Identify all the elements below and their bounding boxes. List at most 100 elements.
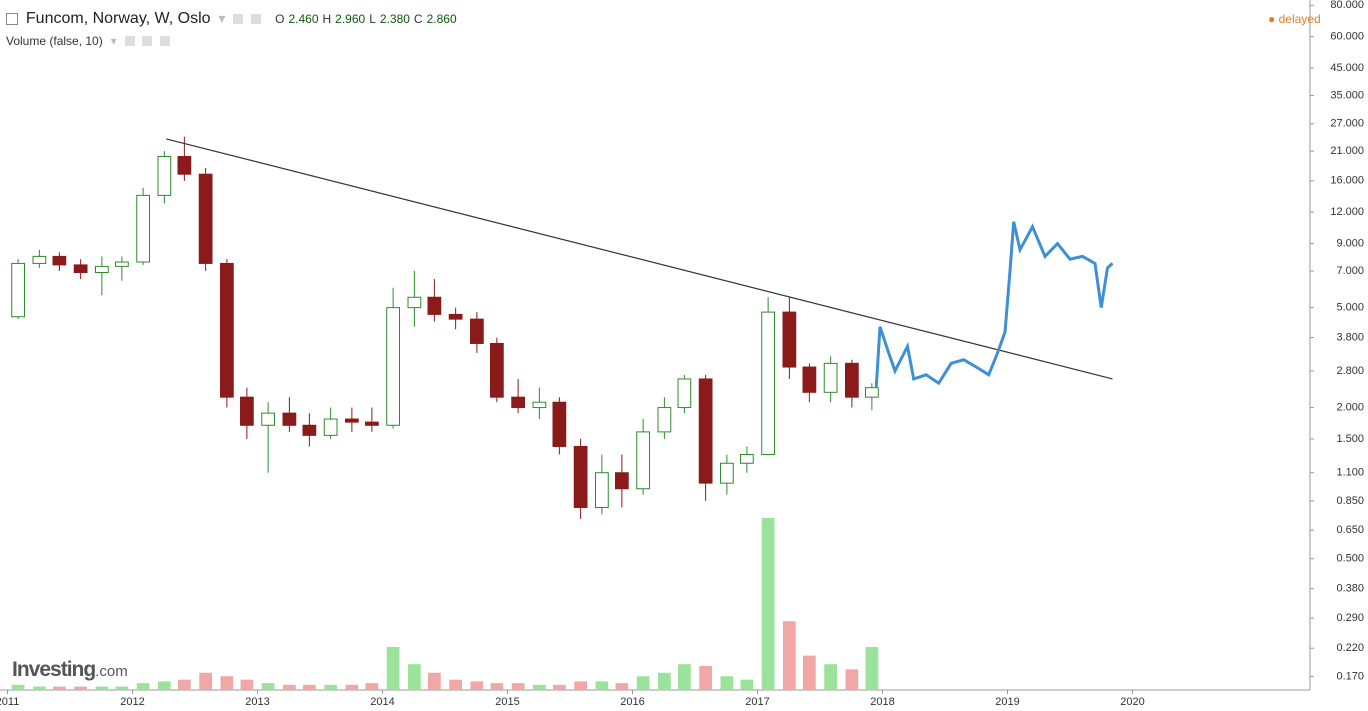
settings-icon[interactable]	[142, 36, 153, 47]
volume-bar	[95, 686, 109, 690]
volume-bar	[303, 684, 316, 690]
volume-bar	[115, 686, 129, 690]
volume-bar	[261, 683, 275, 690]
y-tick-label: 0.500	[1336, 553, 1364, 565]
volume-bar	[720, 676, 734, 690]
logo: Investing.com	[12, 658, 128, 682]
y-tick-label: 5.000	[1336, 302, 1364, 314]
candle-body	[511, 396, 525, 409]
candle-body	[302, 424, 317, 436]
y-tick-label: 45.000	[1330, 62, 1364, 74]
close-icon[interactable]	[160, 36, 171, 47]
candle-body	[823, 362, 838, 393]
settings-icon[interactable]	[233, 14, 244, 25]
y-tick-label: 2.800	[1336, 365, 1364, 377]
candle-body	[761, 311, 775, 456]
volume-bar	[33, 686, 46, 690]
volume-bar	[783, 621, 796, 690]
volume-bar	[761, 518, 775, 690]
y-tick-label: 80.000	[1330, 0, 1364, 11]
volume-bar	[136, 683, 150, 690]
volume-bar	[511, 683, 525, 690]
y-tick-label: 2.000	[1336, 401, 1364, 413]
volume-bar	[574, 681, 587, 690]
x-tick-label: 2017	[745, 696, 769, 708]
volume-bar	[636, 676, 650, 690]
header-row: Funcom, Norway, W, Oslo ▾ O 2.460 H 2.960 L 2…	[6, 10, 465, 28]
volume-bar	[324, 684, 337, 690]
y-tick-label: 1.500	[1336, 433, 1364, 445]
volume-bar	[658, 672, 671, 690]
volume-bar	[178, 679, 191, 690]
candle-body	[323, 418, 338, 436]
candle-body	[470, 318, 484, 344]
y-tick-label: 16.000	[1330, 175, 1364, 187]
y-tick-label: 0.290	[1336, 612, 1364, 624]
dropdown-icon[interactable]: ▾	[218, 10, 226, 26]
volume-bar	[240, 679, 254, 690]
candle-body	[595, 472, 609, 508]
y-tick-label: 0.220	[1336, 642, 1364, 654]
settings-icon[interactable]	[251, 14, 262, 25]
settings-icon[interactable]	[124, 36, 135, 47]
volume-bar	[365, 683, 379, 690]
candle-body	[427, 296, 442, 315]
projection-line	[874, 221, 1114, 388]
volume-bar	[283, 684, 296, 690]
y-tick-label: 35.000	[1330, 89, 1364, 101]
y-tick-label: 9.000	[1336, 237, 1364, 249]
volume-bar	[824, 664, 837, 690]
y-tick-label: 7.000	[1336, 265, 1364, 277]
candle-body	[115, 261, 129, 267]
x-tick-label: 2015	[495, 696, 519, 708]
candle-body	[740, 454, 754, 464]
ohlc-value: 2.380	[379, 12, 410, 26]
x-tick-label: 2018	[870, 696, 894, 708]
candle-body	[345, 418, 359, 423]
x-tick-label: 2019	[995, 696, 1019, 708]
y-tick-label: 60.000	[1330, 31, 1364, 43]
x-tick-label: 2012	[120, 696, 144, 708]
candle-body	[240, 396, 254, 426]
x-tick-label: 2011	[0, 696, 19, 708]
volume-bar	[428, 672, 441, 690]
candle-body	[11, 262, 25, 318]
volume-bar	[553, 684, 566, 690]
candle-body	[157, 155, 172, 196]
volume-bar	[158, 681, 171, 690]
volume-bar	[449, 679, 462, 690]
volume-bar	[699, 665, 712, 690]
ohlc-value: 2.460	[288, 12, 319, 26]
candle-body	[365, 421, 379, 426]
candle-body	[657, 407, 672, 433]
candle-body	[448, 313, 463, 320]
logo-text: Investing	[12, 658, 96, 681]
ohlc-key: L	[369, 12, 376, 26]
collapse-icon[interactable]	[6, 13, 18, 26]
status-text: delayed	[1278, 12, 1321, 26]
candle-body	[73, 264, 88, 274]
ohlc-value: 2.960	[335, 12, 366, 26]
volume-bar	[408, 664, 421, 690]
candle-body	[865, 387, 879, 398]
volume-bar	[74, 686, 87, 690]
y-tick-label: 0.380	[1336, 583, 1364, 595]
volume-bar	[490, 683, 504, 690]
status: ● delayed	[1268, 12, 1321, 26]
candle-body	[198, 173, 213, 264]
candle-body	[782, 311, 797, 368]
dropdown-icon[interactable]: ▾	[110, 34, 117, 48]
volume-bar	[220, 676, 234, 690]
candle-body	[677, 378, 692, 409]
y-tick-label: 27.000	[1330, 118, 1364, 130]
y-tick-label: 0.650	[1336, 524, 1364, 536]
candle-body	[407, 296, 422, 309]
y-tick-label: 0.850	[1336, 495, 1364, 507]
y-tick-label: 21.000	[1330, 145, 1364, 157]
volume-bar	[845, 669, 859, 690]
ohlc-key: H	[322, 12, 332, 26]
volume-bar	[53, 686, 66, 690]
